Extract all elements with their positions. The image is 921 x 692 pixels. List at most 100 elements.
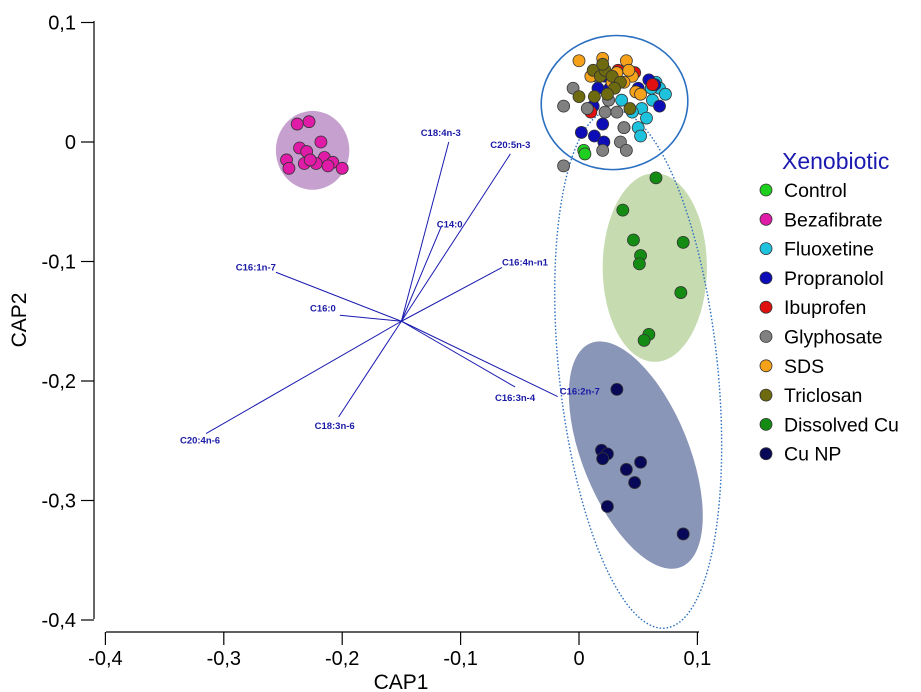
legend-marker <box>759 388 773 402</box>
legend-marker <box>759 212 773 226</box>
point-glyphosate <box>557 99 571 113</box>
point-cu-np <box>596 452 610 466</box>
vector-line-C16:1n-7 <box>275 271 402 322</box>
vector-line-C14:0 <box>400 225 443 322</box>
x-axis-title: CAP1 <box>374 671 429 692</box>
point-triclosan <box>623 102 637 115</box>
vector-line-C16:4n-n1 <box>401 267 503 322</box>
x-tick-label: -0,4 <box>88 648 122 670</box>
y-axis-title: CAP2 <box>8 293 31 348</box>
legend-label: Fluoxetine <box>784 239 874 261</box>
point-cu-np <box>610 382 624 396</box>
point-sds <box>622 63 636 77</box>
legend-label: Glyphosate <box>784 327 883 349</box>
correlation-vectors: C18:4n-3 C20:5n-3 C14:0 C16:4n-n1 C16:1n-7 C1… <box>180 128 600 447</box>
point-cu-np <box>619 463 633 476</box>
legend-label: Control <box>784 180 847 202</box>
legend-marker <box>759 359 773 373</box>
vector-label: C16:0 <box>310 303 336 314</box>
legend-label: Ibuprofen <box>784 297 866 319</box>
vector-line-C16:3n-4 <box>401 320 516 388</box>
vector-label: C16:2n-7 <box>560 387 600 398</box>
point-control <box>578 147 592 161</box>
legend-label: Propranolol <box>784 268 884 290</box>
point-propranolol <box>596 117 610 131</box>
x-tick-label: -0,3 <box>207 648 241 670</box>
point-dissolved-cu <box>674 286 688 299</box>
legend-entry: SDS <box>759 356 824 378</box>
group-ellipse-1 <box>540 34 689 171</box>
point-glyphosate <box>619 143 633 157</box>
vector-label: C18:3n-6 <box>315 421 355 432</box>
vector-line-C20:5n-3 <box>400 153 511 322</box>
y-tick-label: 0,1 <box>48 13 76 35</box>
point-fluoxetine <box>640 111 653 125</box>
legend-entry: Ibuprofen <box>759 297 866 319</box>
vector-label: C16:1n-7 <box>236 262 276 273</box>
point-sds <box>572 54 586 68</box>
vector-label: C20:5n-3 <box>490 140 530 151</box>
legend-entry: Fluoxetine <box>759 239 874 261</box>
y-tick-label: -0,3 <box>42 491 76 513</box>
legend-entry: Bezafibrate <box>759 209 883 231</box>
legend-label: Cu NP <box>784 444 841 466</box>
vector-label: C16:4n-n1 <box>502 257 549 268</box>
point-ibuprofen <box>646 78 659 92</box>
point-glyphosate <box>557 159 571 173</box>
legend-marker <box>759 242 773 256</box>
point-propranolol <box>574 126 588 139</box>
legend-label: Dissolved Cu <box>784 414 899 436</box>
data-points <box>280 51 690 541</box>
legend-entry: Glyphosate <box>759 327 883 349</box>
y-tick-label: -0,4 <box>42 610 76 632</box>
point-cu-np <box>634 455 647 469</box>
group-ellipse-2 <box>602 173 707 362</box>
legend-marker <box>759 300 773 314</box>
point-glyphosate <box>596 143 610 157</box>
legend-marker <box>759 183 773 197</box>
x-tick-label: -0,1 <box>443 648 477 670</box>
legend-entry: Control <box>759 180 847 202</box>
point-triclosan <box>587 90 601 103</box>
point-sds <box>634 87 647 101</box>
y-tick-label: 0 <box>65 132 76 154</box>
y-tick-label: -0,1 <box>42 252 76 274</box>
vector-label: C18:4n-3 <box>421 128 461 139</box>
legend-marker <box>759 447 773 461</box>
point-dissolved-cu <box>649 171 663 185</box>
x-tick-label: -0,2 <box>325 648 359 670</box>
point-propranolol <box>587 129 601 143</box>
point-dissolved-cu <box>632 257 646 271</box>
x-tick-label: 0 <box>573 648 584 670</box>
point-dissolved-cu <box>676 235 690 249</box>
vector-line-C20:4n-6 <box>205 320 402 435</box>
legend-entry: Dissolved Cu <box>759 414 899 436</box>
point-glyphosate <box>598 105 612 119</box>
vector-label: C20:4n-6 <box>180 436 220 447</box>
point-glyphosate <box>580 102 594 115</box>
legend: Xenobiotic Control Bezafibrate Fluoxetine P… <box>759 148 899 466</box>
point-fluoxetine <box>634 129 647 143</box>
point-triclosan <box>572 90 586 103</box>
legend-marker <box>759 417 773 431</box>
axes: -0,4 -0,3 -0,2 -0,1 0 0,1 0,1 0 -0,1 -0,2 -0,3 -0,4 <box>42 13 712 671</box>
point-fluoxetine <box>615 93 629 107</box>
legend-marker <box>759 271 773 285</box>
point-bezafibrate <box>290 117 304 131</box>
vector-label: C14:0 <box>437 220 463 231</box>
point-glyphosate <box>617 121 631 135</box>
point-cu-np <box>628 476 642 489</box>
point-dissolved-cu <box>637 333 651 347</box>
vector-line-C18:4n-3 <box>400 141 450 322</box>
group-ellipses <box>275 34 723 629</box>
point-triclosan <box>601 87 614 101</box>
group-ellipse-3 <box>568 341 703 569</box>
point-cu-np <box>601 500 614 513</box>
point-bezafibrate <box>282 161 296 175</box>
point-cu-np <box>676 527 690 541</box>
legend-marker <box>759 330 773 343</box>
legend-entry: Triclosan <box>759 385 862 407</box>
point-propranolol <box>653 99 666 113</box>
legend-entry: Cu NP <box>759 444 841 466</box>
